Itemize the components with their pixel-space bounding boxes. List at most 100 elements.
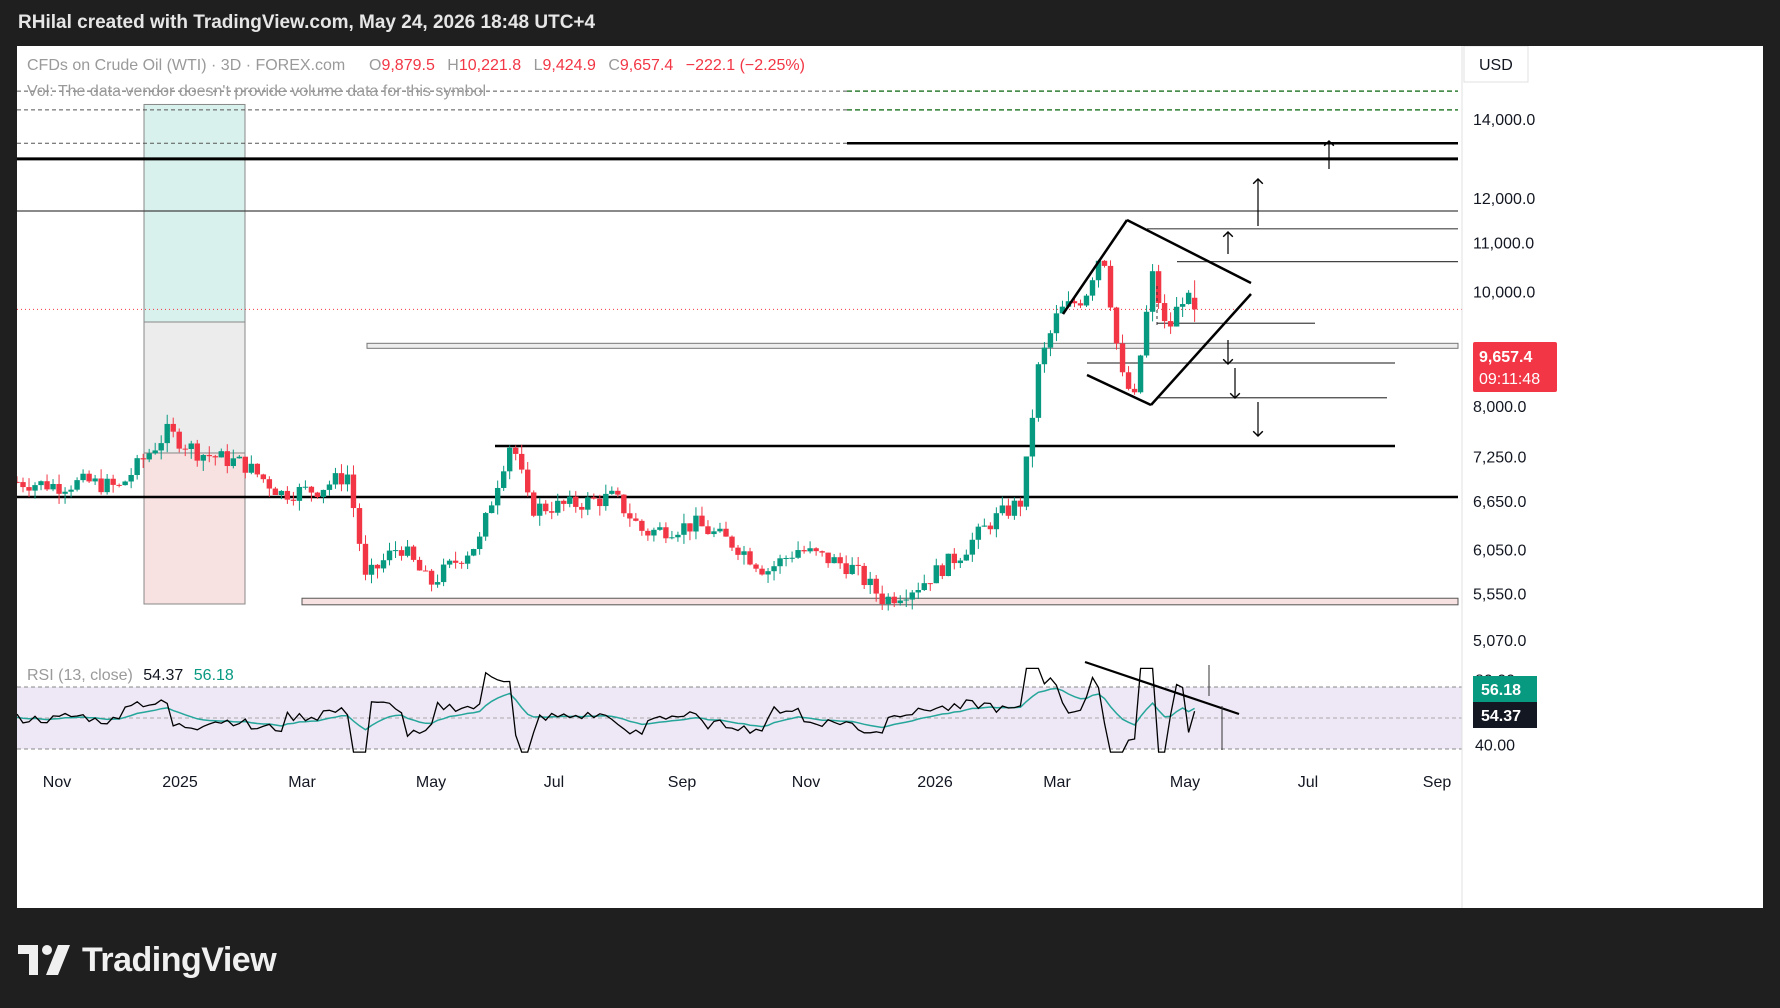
candle-body [1155,271,1162,304]
candle-body [332,473,339,485]
candle-body [723,528,729,537]
candle-body [813,548,819,552]
candle-body [843,563,849,575]
chart-canvas[interactable]: 14,000.012,000.011,000.010,000.08,800.08… [17,46,1763,908]
candle-body [573,496,579,507]
candle-body [819,551,825,553]
candle-body [476,536,483,550]
candle-body [296,486,303,501]
candle-body [32,485,38,491]
candle-body [506,447,513,472]
candle-body [236,456,243,459]
candle-body [681,523,687,535]
candle-body [867,578,873,586]
candle-body [392,550,399,552]
candle-body [735,547,741,555]
candle-body [1035,364,1042,418]
rsi-line [17,667,1196,753]
price-tick-label: 10,000.0 [1473,285,1535,302]
candle-body [1053,313,1060,334]
candle-body [398,550,405,556]
candle-body [50,484,56,490]
candle-body [633,518,639,521]
candle-body [80,473,86,481]
chart-header-credit: RHilal created with TradingView.com, May… [18,12,596,33]
candle-body [170,423,176,432]
candle-body [470,549,477,556]
candle-body [1107,265,1114,308]
candle-body [182,448,188,450]
diamond-edge-upper-left [1061,219,1129,315]
candle-body [537,503,543,516]
candle-body [98,478,104,493]
candle-body [404,546,411,556]
candle-body [1173,306,1180,327]
price-tick-label: 12,000.0 [1473,191,1535,208]
legend-high: 10,221.8 [459,57,521,74]
tradingview-logo-text: TradingView [82,940,277,979]
price-tick-label: 14,000.0 [1473,112,1535,129]
candle-body [104,478,110,493]
candle-body [801,550,807,552]
candle-body [1179,304,1186,307]
candle-body [669,537,675,539]
candle-body [639,520,645,531]
candle-body [1023,456,1030,507]
candle-body [374,564,381,569]
rsi-legend: RSI (13, close) 54.37 56.18 [27,667,234,684]
legend-close: 9,657.4 [620,57,673,74]
pattern-drawings [1061,139,1335,438]
candle-body [783,557,789,559]
candle-body [440,564,447,583]
candle-body [512,447,519,454]
legend-high-label: H [447,57,459,74]
candle-body [861,565,867,586]
candle-body [549,511,555,513]
price-tick-label: 6,650.0 [1473,494,1526,511]
candle-body [26,487,32,491]
rsi-ma-badge-value: 56.18 [1481,682,1521,699]
candle-body [206,455,212,457]
candle-body [326,484,333,490]
price-tick-label: 5,550.0 [1473,587,1526,604]
tradingview-logo[interactable]: TradingView [18,940,277,980]
candle-body [621,494,627,514]
candle-body [410,546,417,560]
candle-body [945,553,951,577]
candle-body [519,453,525,470]
legend-ohlc: O9,879.5 H10,221.8 L9,424.9 C9,657.4 −22… [369,57,805,74]
candle-body [482,513,489,537]
candle-body [579,506,585,510]
candle-body [452,560,459,563]
candle-body [987,525,994,530]
candle-body [1167,321,1174,327]
time-tick-label: Mar [288,774,316,791]
candle-body [975,526,982,540]
candle-body [416,559,423,571]
candle-body [308,486,315,493]
candle-body [963,554,970,561]
currency-button[interactable]: USD [1463,46,1529,83]
rsi-value-badge-value: 54.37 [1481,708,1521,725]
candle-body [675,534,681,538]
candle-body [146,453,152,460]
time-tick-label: 2025 [162,774,198,791]
candle-body [879,593,885,605]
candle-body [657,527,663,530]
chart-panel[interactable]: 14,000.012,000.011,000.010,000.08,800.08… [17,46,1763,908]
candle-body [44,481,50,490]
candle-body [903,599,909,601]
candle-body [164,423,170,444]
candle-body [92,478,98,482]
tradingview-logo-icon [18,945,70,975]
candle-body [1011,500,1018,516]
candle-body [428,570,435,585]
currency-label[interactable]: USD [1479,57,1513,74]
candle-body [855,564,861,566]
support-zone-mid [366,342,1459,349]
price-tick-label: 8,000.0 [1473,399,1526,416]
candle-body [627,513,633,519]
candle-body [1083,295,1090,306]
candle-body [500,471,507,488]
candle-body [615,490,621,495]
